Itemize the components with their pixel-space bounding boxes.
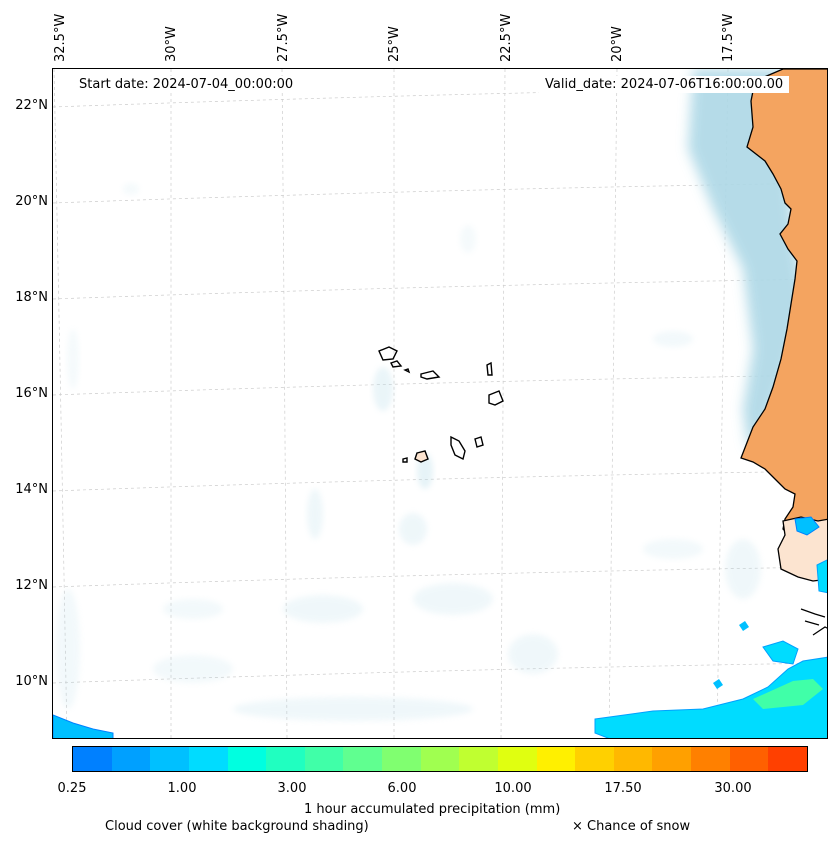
precip-bottom-right-core [753, 679, 823, 709]
island-sao-vicente [390, 360, 403, 368]
lat-label-20n: 20°N [15, 194, 48, 209]
precip-right-mid [762, 640, 799, 665]
colorbar-segment [266, 747, 305, 771]
colorbar-segment [575, 747, 614, 771]
colorbar-segment [150, 747, 189, 771]
precip-right-edge [816, 559, 827, 594]
colorbar-segment [111, 747, 151, 771]
colorbar-segment [729, 747, 769, 771]
colorbar-tick-30-00: 30.00 [714, 781, 752, 796]
colorbar-segment [420, 747, 460, 771]
lon-label-30w: 30°W [164, 26, 179, 62]
colorbar-segment [227, 747, 267, 771]
snow-chance-legend: × Chance of snow [572, 819, 691, 834]
colorbar-title: 1 hour accumulated precipitation (mm) [304, 802, 561, 817]
sierra-leone-coastline [800, 608, 827, 636]
lon-label-20w: 20°W [610, 26, 625, 62]
colorbar-tick-6-00: 6.00 [387, 781, 417, 796]
lat-label-16n: 16°N [15, 386, 48, 401]
lat-label-22n: 22°N [15, 98, 48, 113]
island-santo-antao [378, 346, 398, 361]
colorbar-tick-10-00: 10.00 [494, 781, 532, 796]
island-fogo [414, 450, 429, 463]
colorbar-segment [188, 747, 228, 771]
island-sal [486, 361, 493, 376]
graticule [53, 69, 827, 738]
island-brava [402, 457, 408, 463]
island-sao-nicolau [420, 370, 441, 380]
precip-bottom-left [53, 714, 114, 738]
colorbar-segment [459, 747, 498, 771]
precipitation-patches [53, 516, 827, 738]
colorbar-segment [691, 747, 730, 771]
colorbar-tick-0-25: 0.25 [57, 781, 87, 796]
precipitation-colorbar [72, 746, 808, 772]
colorbar-segment [304, 747, 344, 771]
island-boa-vista [488, 390, 504, 406]
cloud-cover-legend: Cloud cover (white background shading) [105, 819, 369, 834]
island-santiago [450, 435, 466, 461]
map-panel[interactable] [52, 68, 828, 739]
colorbar-tick-1-00: 1.00 [167, 781, 197, 796]
cloud-cover-shading [56, 69, 813, 721]
lat-label-10n: 10°N [15, 674, 48, 689]
start-date-label: Start date: 2024-07-04_00:00:00 [73, 76, 300, 93]
lon-label-25w: 25°W [387, 26, 402, 62]
colorbar-segment [73, 747, 112, 771]
lat-label-14n: 14°N [15, 482, 48, 497]
lat-label-12n: 12°N [15, 578, 48, 593]
lon-label-22-5w: 22.5°W [499, 13, 514, 62]
island-maio [474, 436, 484, 448]
colorbar-segment [613, 747, 653, 771]
map-canvas [53, 69, 827, 738]
lon-label-17-5w: 17.5°W [721, 13, 736, 62]
colorbar-segment [382, 747, 421, 771]
colorbar-tick-3-00: 3.00 [277, 781, 307, 796]
colorbar-tick-17-50: 17.50 [604, 781, 642, 796]
colorbar-segment [768, 747, 807, 771]
cape-verde-islands [378, 346, 504, 463]
precip-right-small-1 [739, 621, 749, 631]
precip-right-small-2 [713, 679, 723, 689]
colorbar-segment [343, 747, 382, 771]
valid-date-label: Valid_date: 2024-07-06T16:00:00.00 [539, 76, 790, 93]
lon-label-32-5w: 32.5°W [53, 13, 68, 62]
colorbar-segment [652, 747, 691, 771]
lon-label-27-5w: 27.5°W [276, 13, 291, 62]
precip-bottom-right [594, 656, 827, 738]
precip-coast-blob [794, 516, 820, 536]
island-santa-luzia [403, 368, 411, 374]
colorbar-segment [536, 747, 576, 771]
lat-label-18n: 18°N [15, 290, 48, 305]
colorbar-segment [497, 747, 537, 771]
